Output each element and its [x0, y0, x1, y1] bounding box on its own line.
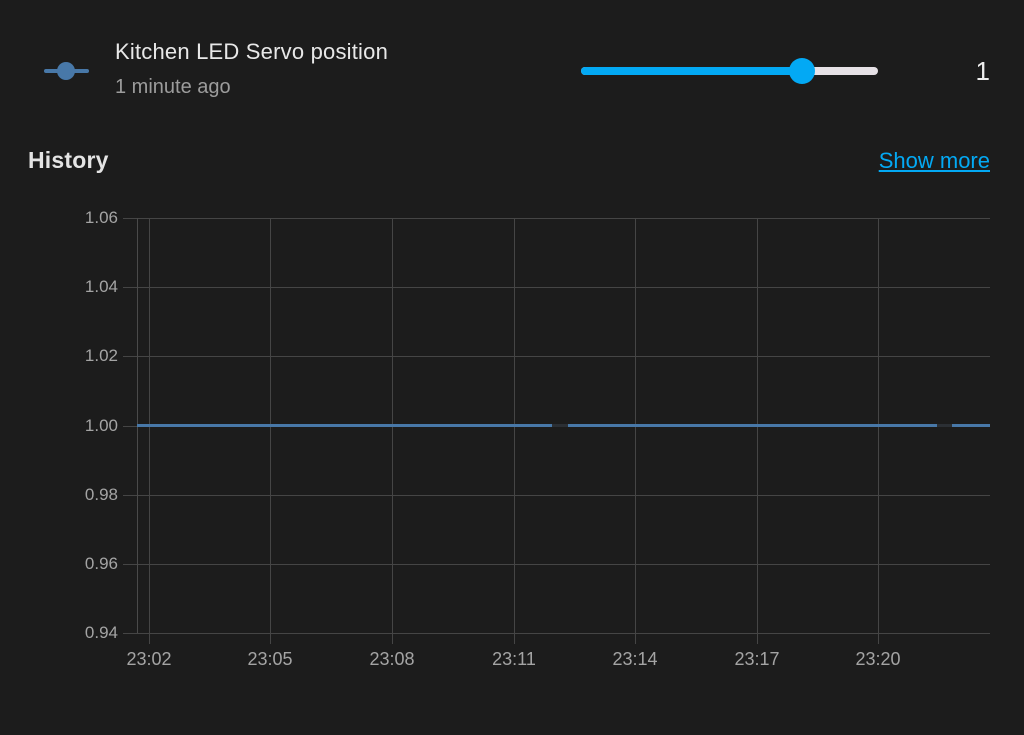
show-more-link[interactable]: Show more: [878, 148, 990, 173]
history-heading: History: [28, 147, 109, 173]
history-line-segment: [952, 424, 990, 427]
x-tick-label: 23:20: [855, 649, 901, 669]
y-tick-label: 0.96: [84, 554, 118, 573]
y-tick-label: 1.06: [84, 208, 118, 227]
position-slider[interactable]: [581, 58, 878, 84]
history-line-segment: [137, 424, 552, 427]
history-line-segment: [568, 424, 938, 427]
y-gridline: [123, 426, 990, 427]
x-tick-label: 23:14: [612, 649, 658, 669]
y-gridline: [123, 287, 990, 288]
x-tick-label: 23:17: [734, 649, 780, 669]
y-tick-label: 1.00: [84, 416, 118, 435]
ray-vertex-icon: [44, 58, 89, 84]
history-line-gap-segment: [551, 424, 569, 427]
x-gridline: [149, 218, 150, 644]
x-tick-label: 23:08: [369, 649, 415, 669]
y-tick-label: 0.98: [84, 485, 118, 504]
x-gridline: [270, 218, 271, 644]
x-gridline: [635, 218, 636, 644]
state-value: 1: [975, 56, 990, 86]
y-gridline: [123, 633, 990, 634]
slider-handle[interactable]: [789, 58, 815, 84]
x-tick-label: 23:11: [492, 649, 536, 669]
y-gridline: [123, 218, 990, 219]
entity-last-changed: 1 minute ago: [115, 76, 231, 98]
slider-track[interactable]: [581, 67, 878, 75]
x-gridline: [757, 218, 758, 644]
x-tick-label: 23:05: [247, 649, 293, 669]
x-tick-label: 23:02: [126, 649, 172, 669]
x-gridline: [878, 218, 879, 644]
y-tick-label: 1.04: [84, 277, 118, 296]
y-tick-label: 0.94: [84, 623, 118, 642]
y-gridline: [123, 564, 990, 565]
x-gridline: [392, 218, 393, 644]
slider-fill: [581, 67, 802, 75]
ray-vertex-icon-dot: [57, 62, 75, 80]
y-gridline: [123, 356, 990, 357]
y-tick-label: 1.02: [84, 346, 118, 365]
y-gridline: [123, 495, 990, 496]
x-gridline: [514, 218, 515, 644]
y-axis-line: [137, 218, 138, 633]
history-line-gap-segment: [937, 424, 953, 427]
entity-name: Kitchen LED Servo position: [115, 39, 389, 64]
